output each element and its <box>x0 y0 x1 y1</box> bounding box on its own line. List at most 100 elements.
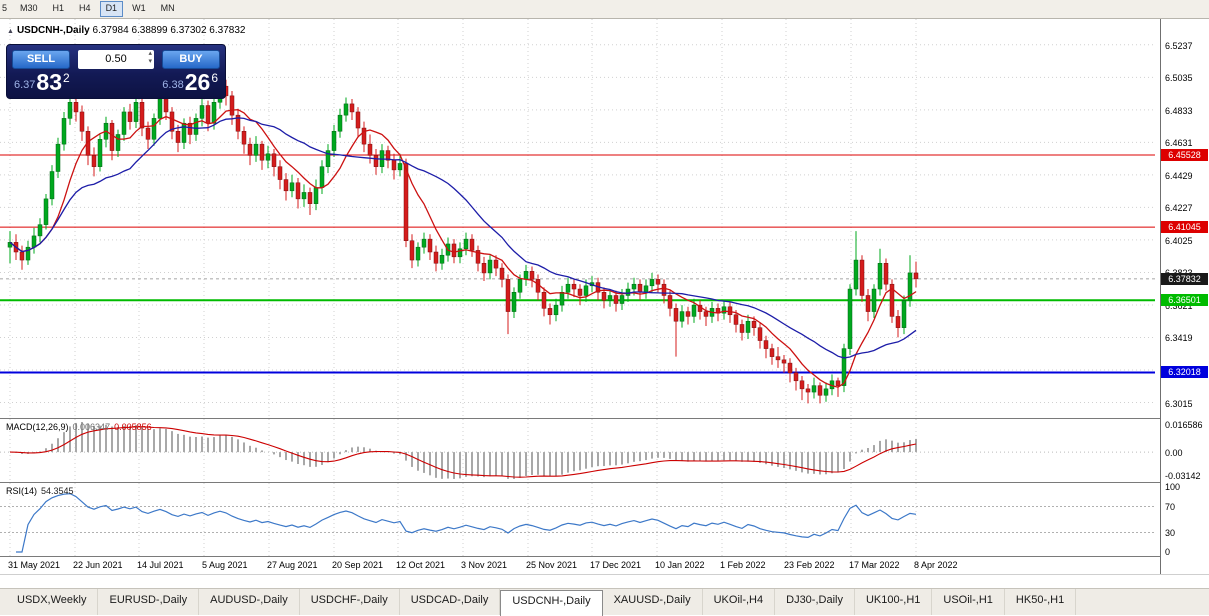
candle-body <box>307 192 313 204</box>
moving-average-ma-slow <box>9 117 917 359</box>
chart-tab-usdcnh-daily[interactable]: USDCNH-,Daily <box>500 590 603 616</box>
current-price-badge: 6.37832 <box>1161 273 1208 285</box>
price-axis-tick: 6.3015 <box>1165 399 1193 409</box>
chart-tab-ukoil-h4[interactable]: UKOil-,H4 <box>703 589 776 615</box>
candle-body <box>913 272 919 280</box>
candle-body <box>37 224 43 237</box>
candle-body <box>295 182 301 200</box>
chart-tab-usdx-weekly[interactable]: USDX,Weekly <box>6 589 99 615</box>
candle-body <box>871 288 877 312</box>
sell-button[interactable]: SELL <box>12 49 70 69</box>
chart-tab-dj30-daily[interactable]: DJ30-,Daily <box>775 589 855 615</box>
candle-body <box>733 314 739 325</box>
candle-body <box>43 198 49 225</box>
chart-tab-uk100-h1[interactable]: UK100-,H1 <box>855 589 933 615</box>
candles <box>7 77 919 404</box>
price-chart[interactable] <box>0 19 1160 418</box>
timeframe-5[interactable]: 5 <box>2 3 8 13</box>
candle-body <box>511 292 517 312</box>
timeframe-toolbar: 5 M30 H1 H4 D1 W1 MN <box>0 0 1209 19</box>
chart-tab-audusd-daily[interactable]: AUDUSD-,Daily <box>199 589 300 615</box>
chart-tab-xauusd-daily[interactable]: XAUUSD-,Daily <box>603 589 703 615</box>
candle-body <box>673 308 679 322</box>
chart-tab-usoil-h1[interactable]: USOil-,H1 <box>932 589 1005 615</box>
lot-spinner[interactable]: ▴ ▾ <box>148 50 152 66</box>
candle-body <box>721 306 727 314</box>
candle-body <box>895 316 901 328</box>
price-axis-tick: 6.4833 <box>1165 106 1193 116</box>
candle-body <box>193 118 199 135</box>
timeframe-h4[interactable]: H4 <box>79 3 91 13</box>
candle-body <box>487 259 493 274</box>
candle-body <box>265 153 271 161</box>
candle-body <box>373 155 379 167</box>
one-click-toggle-icon[interactable]: ▲ <box>7 28 14 35</box>
date-axis-label: 12 Oct 2021 <box>396 560 446 570</box>
candle-body <box>841 348 847 386</box>
candle-body <box>553 304 559 316</box>
candle-body <box>643 285 649 293</box>
lot-size-value: 0.50 <box>105 53 127 65</box>
panel-separator[interactable] <box>0 482 1209 483</box>
candle-body <box>355 111 361 129</box>
macd-indicator-panel[interactable] <box>0 419 1160 482</box>
timeframe-w1[interactable]: W1 <box>132 3 146 13</box>
ask-price: 6.38 26 6 <box>162 71 218 94</box>
candle-body <box>427 238 433 253</box>
candle-body <box>115 134 121 151</box>
candle-body <box>433 251 439 264</box>
candle-body <box>181 122 187 143</box>
candle-body <box>565 283 571 293</box>
candle-body <box>199 105 205 119</box>
chart-tab-usdchf-daily[interactable]: USDCHF-,Daily <box>300 589 400 615</box>
candle-body <box>769 348 775 357</box>
chart-tab-eurusd-daily[interactable]: EURUSD-,Daily <box>98 589 200 615</box>
panel-separator[interactable] <box>0 418 1209 419</box>
candle-body <box>289 182 295 192</box>
spin-up-icon[interactable]: ▴ <box>148 49 152 57</box>
candle-body <box>127 111 133 122</box>
date-axis: 31 May 2021 22 Jun 2021 14 Jul 2021 5 Aug 2… <box>0 557 1209 574</box>
price-level-badge: 6.32018 <box>1161 366 1208 378</box>
candle-body <box>679 311 685 322</box>
lot-size-field[interactable]: 0.50 ▴ ▾ <box>78 49 154 69</box>
ask-point-digit: 6 <box>211 71 218 85</box>
chart-tab-usdcad-daily[interactable]: USDCAD-,Daily <box>400 589 501 615</box>
timeframe-h1[interactable]: H1 <box>52 3 65 13</box>
candle-body <box>835 380 841 386</box>
candle-body <box>19 251 25 261</box>
candle-body <box>349 103 355 113</box>
candle-body <box>601 292 607 301</box>
timeframe-mn[interactable]: MN <box>160 3 175 13</box>
buy-button[interactable]: BUY <box>162 49 220 69</box>
bid-price: 6.37 83 2 <box>14 71 70 94</box>
timeframe-m30[interactable]: M30 <box>20 3 38 13</box>
candle-body <box>397 163 403 171</box>
candle-body <box>313 187 319 204</box>
chart-tab-hk50-h1[interactable]: HK50-,H1 <box>1005 589 1077 615</box>
candle-body <box>745 320 751 333</box>
candle-body <box>883 263 889 285</box>
macd-signal-value: 0.005856 <box>114 422 152 432</box>
candle-body <box>49 171 55 200</box>
price-axis-tick: 6.5237 <box>1165 41 1193 51</box>
candle-body <box>247 143 253 156</box>
rsi-indicator-panel[interactable] <box>0 483 1160 556</box>
candle-body <box>271 153 277 167</box>
price-axis-tick: 6.5035 <box>1165 73 1193 83</box>
timeframe-d1[interactable]: D1 <box>99 1 124 17</box>
price-axis: 6.5237 6.5035 6.4833 6.4631 6.4429 6.4227 6.40… <box>1160 19 1209 574</box>
candle-body <box>25 246 31 261</box>
spin-down-icon[interactable]: ▾ <box>148 57 152 65</box>
macd-signal-line <box>9 426 917 478</box>
candle-body <box>421 238 427 248</box>
candle-body <box>499 267 505 280</box>
candle-body <box>613 295 619 304</box>
rsi-axis-tick: 100 <box>1165 482 1181 492</box>
candle-body <box>685 311 691 317</box>
price-axis-tick: 6.3419 <box>1165 333 1193 343</box>
candle-body <box>439 254 445 264</box>
candle-body <box>751 320 757 328</box>
candle-body <box>109 122 115 151</box>
